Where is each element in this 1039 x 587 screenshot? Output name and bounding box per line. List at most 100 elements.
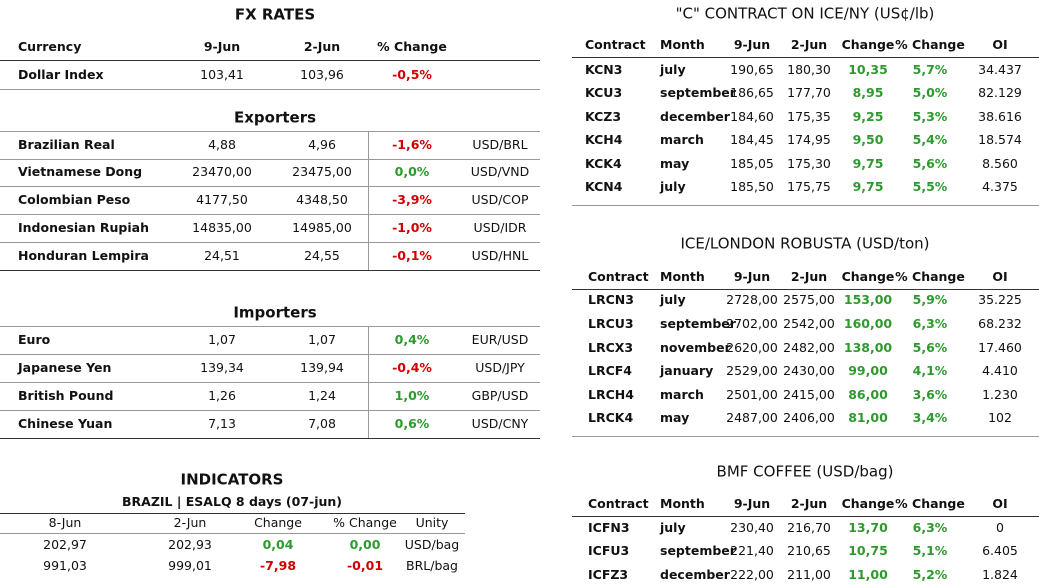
rule bbox=[572, 57, 1039, 58]
cell: KCN3 bbox=[585, 61, 623, 77]
cell: 5,1% bbox=[912, 542, 948, 558]
cell: 1,24 bbox=[308, 387, 336, 403]
cell: 3,6% bbox=[912, 386, 948, 402]
cell: january bbox=[660, 362, 714, 378]
cell: Dollar Index bbox=[18, 66, 104, 82]
cell: -1,0% bbox=[392, 219, 432, 235]
rule bbox=[0, 382, 540, 383]
cell: 0,6% bbox=[394, 415, 430, 431]
cell: Euro bbox=[18, 331, 51, 347]
cell: 34.437 bbox=[978, 61, 1022, 77]
column-header: % Change bbox=[895, 268, 965, 284]
cell: 5,7% bbox=[912, 61, 948, 77]
column-header: 2-Jun bbox=[303, 38, 341, 54]
cell: KCU3 bbox=[585, 84, 623, 100]
cell: 202,93 bbox=[168, 536, 212, 552]
cell: 221,40 bbox=[730, 542, 774, 558]
cell: 1,26 bbox=[208, 387, 236, 403]
cell: 23470,00 bbox=[192, 163, 252, 179]
cell: may bbox=[660, 409, 690, 425]
cell: Japanese Yen bbox=[18, 359, 112, 375]
cell: 4.375 bbox=[982, 178, 1018, 194]
cell: 5,3% bbox=[912, 108, 948, 124]
cell: 23475,00 bbox=[292, 163, 352, 179]
cell: LRCX3 bbox=[588, 339, 634, 355]
section-subtitle: BRAZIL | ESALQ 8 days (07-jun) bbox=[121, 493, 343, 509]
cell: 102 bbox=[988, 409, 1012, 425]
cell: LRCU3 bbox=[588, 315, 634, 331]
cell: 2575,00 bbox=[783, 291, 835, 307]
column-header: 2-Jun bbox=[173, 514, 207, 530]
column-header: Contract bbox=[588, 268, 649, 284]
cell: 4348,50 bbox=[296, 191, 348, 207]
cell: 103,41 bbox=[200, 66, 244, 82]
cell: 211,00 bbox=[787, 566, 831, 582]
rule bbox=[0, 513, 465, 514]
cell: 68.232 bbox=[978, 315, 1022, 331]
cell: 222,00 bbox=[730, 566, 774, 582]
cell: 17.460 bbox=[978, 339, 1022, 355]
rule bbox=[572, 516, 1039, 517]
cell: KCK4 bbox=[585, 155, 622, 171]
rule bbox=[0, 242, 540, 243]
cell: LRCN3 bbox=[588, 291, 634, 307]
cell: 230,40 bbox=[730, 519, 774, 535]
cell: 175,30 bbox=[787, 155, 831, 171]
cell: 24,55 bbox=[304, 247, 340, 263]
cell: 5,6% bbox=[912, 339, 948, 355]
cell: -1,6% bbox=[392, 136, 432, 152]
cell: 4.410 bbox=[982, 362, 1018, 378]
cell: 3,4% bbox=[912, 409, 948, 425]
cell: september bbox=[660, 542, 736, 558]
cell: march bbox=[660, 386, 704, 402]
section-title: ICE/LONDON ROBUSTA (USD/ton) bbox=[680, 234, 930, 253]
rule bbox=[0, 131, 540, 132]
cell: -7,98 bbox=[259, 557, 297, 573]
cell: 2415,00 bbox=[783, 386, 835, 402]
cell: USD/BRL bbox=[472, 136, 528, 152]
cell: 184,45 bbox=[730, 131, 774, 147]
cell: Honduran Lempira bbox=[18, 247, 149, 263]
cell: 2487,00 bbox=[726, 409, 778, 425]
cell: -0,4% bbox=[392, 359, 432, 375]
cell: 210,65 bbox=[787, 542, 831, 558]
cell: KCN4 bbox=[585, 178, 623, 194]
cell: 38.616 bbox=[978, 108, 1022, 124]
cell: KCH4 bbox=[585, 131, 623, 147]
cell: EUR/USD bbox=[471, 331, 529, 347]
cell: 10,35 bbox=[848, 61, 888, 77]
cell: 184,60 bbox=[730, 108, 774, 124]
column-header: % Change bbox=[333, 514, 397, 530]
column-header: Currency bbox=[18, 38, 82, 54]
cell: 0,0% bbox=[394, 163, 430, 179]
cell: -0,5% bbox=[392, 66, 432, 82]
cell: 7,13 bbox=[208, 415, 236, 431]
column-header: Change bbox=[841, 36, 895, 52]
column-header: 9-Jun bbox=[733, 268, 771, 284]
cell: 9,75 bbox=[852, 155, 884, 171]
cell: 82.129 bbox=[978, 84, 1022, 100]
cell: may bbox=[660, 155, 690, 171]
cell: 6,3% bbox=[912, 519, 948, 535]
cell: LRCF4 bbox=[588, 362, 633, 378]
cell: 160,00 bbox=[843, 315, 893, 331]
cell: 190,65 bbox=[730, 61, 774, 77]
cell: 186,65 bbox=[730, 84, 774, 100]
rule bbox=[0, 354, 540, 355]
cell: 2728,00 bbox=[726, 291, 778, 307]
rule bbox=[0, 270, 540, 271]
cell: 2430,00 bbox=[783, 362, 835, 378]
cell: 138,00 bbox=[843, 339, 893, 355]
cell: july bbox=[660, 519, 686, 535]
cell: 99,00 bbox=[848, 362, 888, 378]
cell: 1,07 bbox=[308, 331, 336, 347]
cell: september bbox=[660, 84, 736, 100]
cell: 177,70 bbox=[787, 84, 831, 100]
cell: USD/COP bbox=[471, 191, 529, 207]
cell: 175,35 bbox=[787, 108, 831, 124]
cell: 13,70 bbox=[848, 519, 888, 535]
column-header: Change bbox=[841, 268, 895, 284]
cell: 11,00 bbox=[848, 566, 888, 582]
cell: 0 bbox=[996, 519, 1004, 535]
